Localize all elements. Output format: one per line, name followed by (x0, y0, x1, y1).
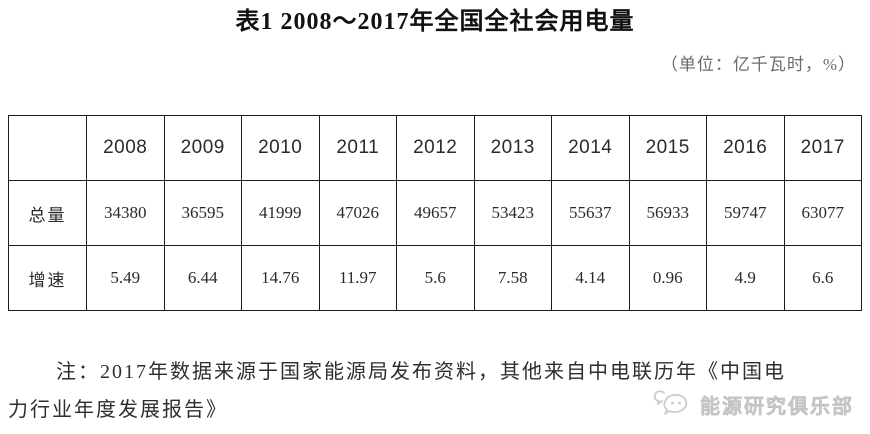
growth-value: 4.9 (706, 245, 785, 311)
total-value: 63077 (783, 180, 862, 246)
cloud-bubble-icon (652, 388, 694, 420)
growth-value: 14.76 (241, 245, 320, 311)
growth-value: 5.49 (86, 245, 165, 311)
table-title: 表1 2008～2017年全国全社会用电量 (235, 9, 635, 35)
year-header: 2016 (706, 115, 785, 181)
year-header: 2011 (318, 115, 397, 181)
electricity-table: 2008 2009 2010 2011 2012 2013 2014 2015 … (8, 115, 862, 311)
table-row-growth: 增速 5.49 6.44 14.76 11.97 5.6 7.58 4.14 0… (8, 245, 862, 311)
total-value: 53423 (473, 180, 552, 246)
total-value: 49657 (396, 180, 475, 246)
corner-cell (8, 115, 87, 181)
row-label-growth: 增速 (8, 245, 87, 311)
year-header: 2010 (241, 115, 320, 181)
growth-value: 4.14 (551, 245, 630, 311)
growth-value: 5.6 (396, 245, 475, 311)
source-note-line2: 力行业年度发展报告》 (8, 399, 228, 421)
total-value: 36595 (163, 180, 242, 246)
publisher-watermark: 能源研究俱乐部 (652, 388, 854, 420)
total-value: 59747 (706, 180, 785, 246)
total-value: 41999 (241, 180, 320, 246)
growth-value: 6.6 (783, 245, 862, 311)
watermark-label: 能源研究俱乐部 (700, 395, 854, 418)
growth-value: 11.97 (318, 245, 397, 311)
year-header: 2013 (473, 115, 552, 181)
source-note: 注：2017年数据来源于国家能源局发布资料，其他来自中电联历年《中国电 力行业年… (8, 353, 860, 429)
year-header: 2012 (396, 115, 475, 181)
total-value: 56933 (628, 180, 707, 246)
document-page: 表1 2008～2017年全国全社会用电量 （单位：亿千瓦时，%） 2008 2… (0, 6, 870, 434)
year-header: 2015 (628, 115, 707, 181)
row-label-total: 总量 (8, 180, 87, 246)
growth-value: 0.96 (628, 245, 707, 311)
year-header: 2008 (86, 115, 165, 181)
table-row-total: 总量 34380 36595 41999 47026 49657 53423 5… (8, 180, 862, 246)
table-header-row: 2008 2009 2010 2011 2012 2013 2014 2015 … (8, 115, 862, 181)
year-header: 2009 (163, 115, 242, 181)
year-header: 2017 (783, 115, 862, 181)
total-value: 47026 (318, 180, 397, 246)
growth-value: 6.44 (163, 245, 242, 311)
total-value: 34380 (86, 180, 165, 246)
year-header: 2014 (551, 115, 630, 181)
growth-value: 7.58 (473, 245, 552, 311)
unit-note: （单位：亿千瓦时，%） (660, 55, 856, 74)
total-value: 55637 (551, 180, 630, 246)
source-note-line1: 注：2017年数据来源于国家能源局发布资料，其他来自中电联历年《中国电 (56, 361, 786, 383)
